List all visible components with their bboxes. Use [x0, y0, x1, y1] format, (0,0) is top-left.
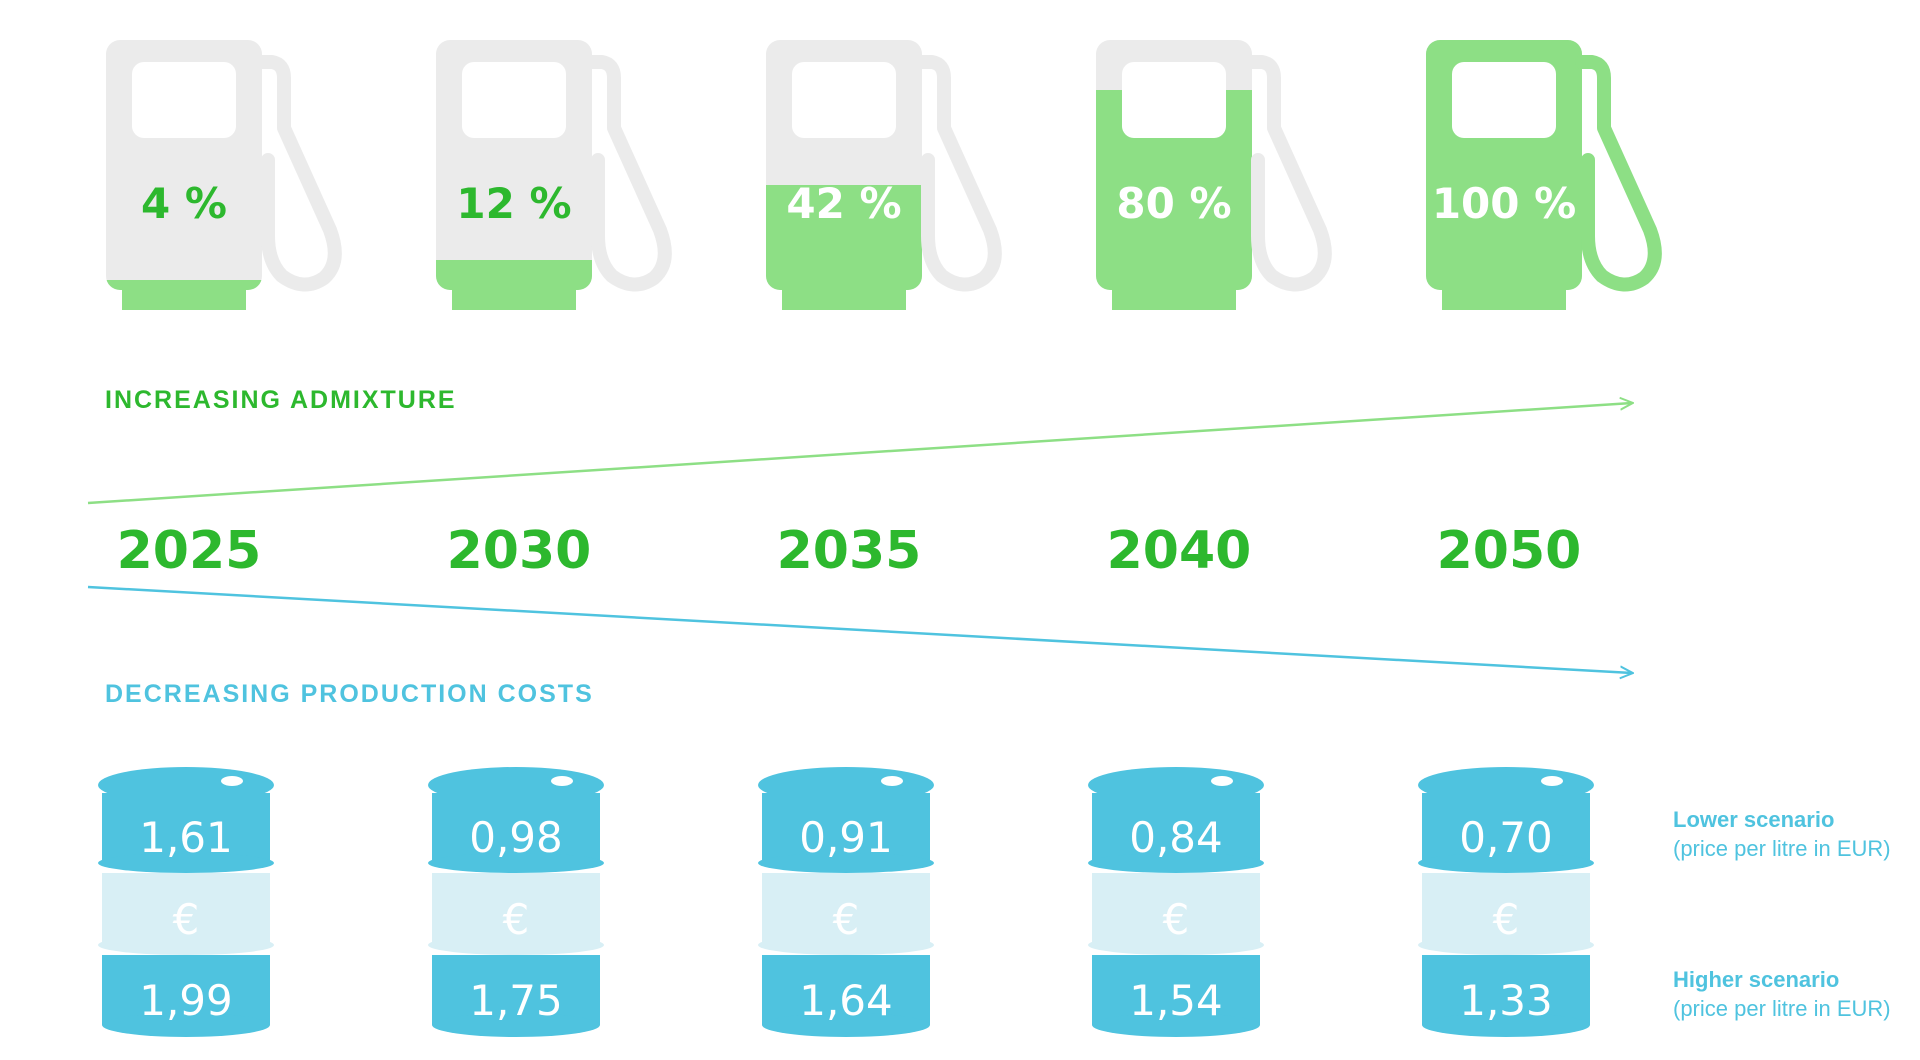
euro-symbol: €	[833, 895, 860, 944]
fuel-pump-icon: 100 %	[1426, 40, 1662, 310]
lower-scenario-value: 0,91	[799, 813, 893, 862]
barrel-ring-upper	[98, 853, 274, 873]
higher-scenario-value: 1,75	[469, 976, 563, 1025]
pump-hose	[1245, 55, 1332, 292]
legend-lower-subtitle: (price per litre in EUR)	[1673, 836, 1891, 861]
barrel-bottom	[102, 1013, 270, 1037]
pump-hose	[585, 55, 672, 292]
legend-higher-subtitle: (price per litre in EUR)	[1673, 996, 1891, 1021]
pump-display-window	[1452, 62, 1556, 138]
barrel-middle-band	[1092, 873, 1260, 945]
barrel-upper-band	[1422, 793, 1590, 863]
barrel-ring-lower	[98, 935, 274, 955]
admixture-percentage: 42 %	[786, 179, 901, 228]
barrel-ring-upper	[428, 853, 604, 873]
barrel-bung	[551, 776, 573, 786]
lower-scenario-value: 0,70	[1459, 813, 1553, 862]
barrel-upper-band	[1092, 793, 1260, 863]
pump-fill-level	[436, 260, 592, 290]
fuel-pumps-row: 4 % 12 % 42 % 80 % 100 %	[106, 40, 1662, 310]
pump-base	[1112, 290, 1236, 310]
year-labels-row: 2025 2030 2035 2040 2050	[117, 521, 1582, 581]
year-label: 2050	[1437, 521, 1582, 581]
pump-hose	[255, 55, 342, 292]
barrel-upper-band	[762, 793, 930, 863]
higher-scenario-value: 1,33	[1459, 976, 1553, 1025]
pump-fill-level	[766, 185, 922, 290]
pump-display-window	[792, 62, 896, 138]
oil-barrel-icon: 0,91 €1,64	[758, 767, 934, 1037]
pump-hose	[915, 55, 1002, 292]
oil-barrel-icon: 1,61 €1,99	[98, 767, 274, 1037]
oil-barrel-icon: 0,98 €1,75	[428, 767, 604, 1037]
costs-trend-arrow	[87, 585, 1632, 673]
barrel-bottom	[1092, 1013, 1260, 1037]
barrel-ring-lower	[428, 935, 604, 955]
pump-display-window	[1122, 62, 1226, 138]
barrel-middle-band	[432, 873, 600, 945]
barrel-ring-lower	[1088, 935, 1264, 955]
barrel-middle-band	[1422, 873, 1590, 945]
pump-hose	[1575, 55, 1662, 292]
barrel-ring-upper	[1088, 853, 1264, 873]
barrel-upper-band	[102, 793, 270, 863]
legend-lower-title: Lower scenario	[1673, 807, 1834, 832]
barrel-upper-band	[432, 793, 600, 863]
legend-higher-title: Higher scenario	[1673, 967, 1839, 992]
euro-symbol: €	[173, 895, 200, 944]
barrel-bottom	[762, 1013, 930, 1037]
admixture-trend-arrow	[87, 403, 1632, 505]
pump-display-window	[132, 62, 236, 138]
pump-base	[122, 290, 246, 310]
admixture-percentage: 12 %	[456, 179, 571, 228]
admixture-section-label: INCREASING ADMIXTURE	[105, 386, 457, 414]
barrel-ring-upper	[1418, 853, 1594, 873]
fuel-pump-icon: 42 %	[766, 40, 1002, 310]
euro-symbol: €	[503, 895, 530, 944]
barrel-bung	[881, 776, 903, 786]
admixture-percentage: 80 %	[1116, 179, 1231, 228]
barrel-middle-band	[102, 873, 270, 945]
barrel-bung	[1541, 776, 1563, 786]
pump-base	[782, 290, 906, 310]
admixture-percentage: 4 %	[141, 179, 227, 228]
fuel-pump-icon: 12 %	[436, 40, 672, 310]
barrel-ring-lower	[1418, 935, 1594, 955]
oil-barrel-icon: 0,84 €1,54	[1088, 767, 1264, 1037]
barrel-bottom	[1422, 1013, 1590, 1037]
barrel-middle-band	[762, 873, 930, 945]
euro-symbol: €	[1493, 895, 1520, 944]
year-label: 2030	[447, 521, 592, 581]
lower-scenario-value: 0,84	[1129, 813, 1223, 862]
higher-scenario-value: 1,99	[139, 976, 233, 1025]
higher-scenario-value: 1,64	[799, 976, 893, 1025]
barrel-ring-lower	[758, 935, 934, 955]
euro-symbol: €	[1163, 895, 1190, 944]
oil-barrel-icon: 0,70 €1,33	[1418, 767, 1594, 1037]
fuel-pump-icon: 80 %	[1096, 40, 1332, 310]
barrels-row: 1,61 €1,99 0,98 €1,75 0,91 €1,64 0,84 €1,54 0,70…	[98, 767, 1594, 1037]
pump-base	[1442, 290, 1566, 310]
lower-scenario-value: 0,98	[469, 813, 563, 862]
fuel-pump-icon: 4 %	[106, 40, 342, 310]
barrel-bung	[1211, 776, 1233, 786]
scenario-legend: Lower scenario (price per litre in EUR) …	[1673, 807, 1891, 1021]
costs-section-label: DECREASING PRODUCTION COSTS	[105, 680, 594, 708]
barrel-bottom	[432, 1013, 600, 1037]
barrel-ring-upper	[758, 853, 934, 873]
year-label: 2035	[777, 521, 922, 581]
higher-scenario-value: 1,54	[1129, 976, 1223, 1025]
pump-base	[452, 290, 576, 310]
lower-scenario-value: 1,61	[139, 813, 233, 862]
admixture-percentage: 100 %	[1432, 179, 1576, 228]
barrel-bung	[221, 776, 243, 786]
pump-fill-level	[106, 280, 262, 290]
pump-display-window	[462, 62, 566, 138]
year-label: 2040	[1107, 521, 1252, 581]
year-label: 2025	[117, 521, 262, 581]
